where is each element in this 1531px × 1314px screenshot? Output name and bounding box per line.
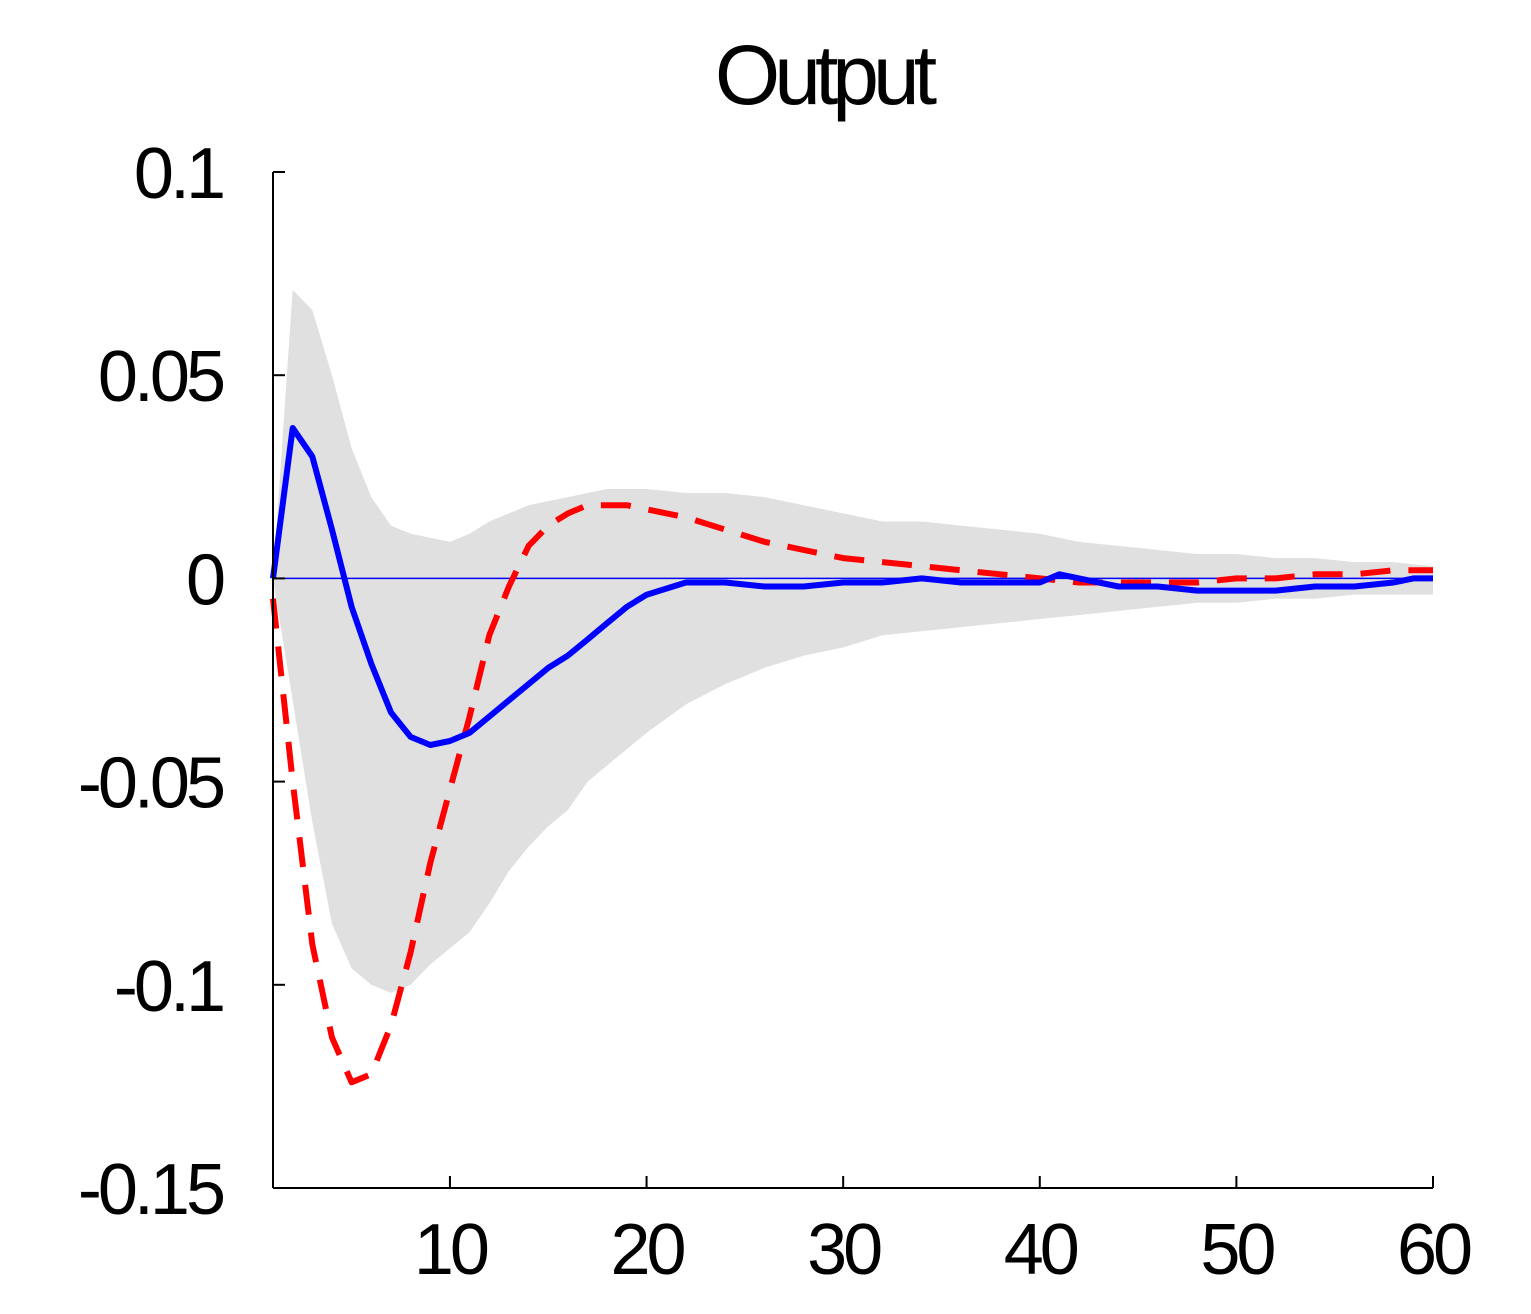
y-tick-label: -0.1: [114, 947, 223, 1027]
x-tick-label: 60: [1397, 1210, 1471, 1290]
series-line-solid: [270, 425, 1433, 748]
x-tick-label: 30: [807, 1210, 881, 1290]
x-axis-ticks: 10 20 30 40 50 60: [414, 1176, 1475, 1290]
x-tick-label: 50: [1200, 1210, 1274, 1290]
y-tick-label: -0.05: [78, 744, 224, 824]
y-tick-label: -0.15: [78, 1150, 224, 1230]
series-line-dashed: [270, 502, 1433, 1086]
confidence-band: [273, 289, 1433, 993]
x-tick-label: 40: [1004, 1210, 1078, 1290]
y-tick-label: 0: [186, 540, 224, 620]
series-layer: [270, 425, 1433, 1086]
axes: [272, 172, 1433, 1189]
confidence-band-layer: [273, 289, 1433, 993]
y-tick-label: 0.05: [98, 337, 224, 417]
x-tick-label: 20: [611, 1210, 685, 1290]
x-tick-label: 10: [414, 1210, 488, 1290]
y-tick-label: 0.1: [134, 134, 223, 214]
y-axis-ticks: 0.1 0.05 0 -0.05 -0.1 -0.15: [78, 134, 285, 1230]
chart-title: Output: [715, 28, 937, 122]
